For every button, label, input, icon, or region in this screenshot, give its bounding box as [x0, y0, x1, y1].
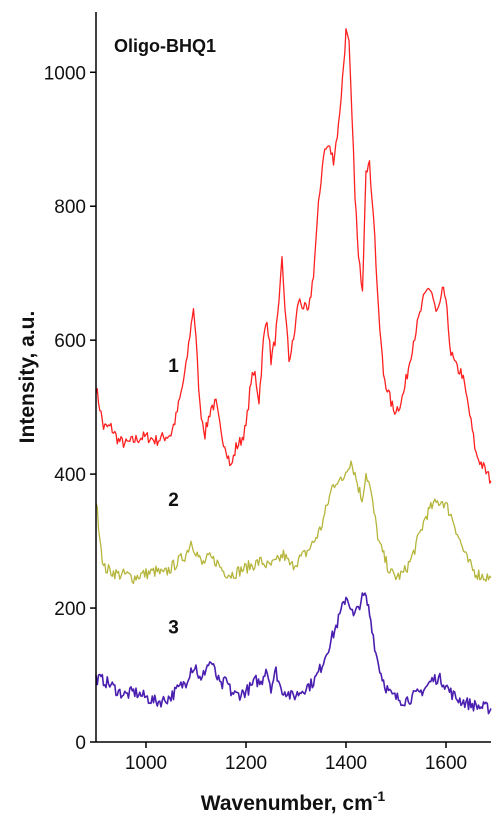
x-tick-label: 1600: [425, 753, 467, 774]
series-label-2: 2: [168, 490, 179, 511]
series-layer: [95, 28, 492, 715]
x-axis-title: Wavenumber, cm-1: [201, 788, 386, 815]
series-line-1: [95, 28, 492, 484]
x-axis-title-superscript: -1: [373, 788, 386, 804]
y-tick-label: 800: [54, 197, 86, 218]
series-line-3: [95, 592, 492, 715]
x-tick-label: 1400: [325, 753, 367, 774]
y-tick-label: 0: [75, 733, 86, 754]
y-axis-title: Intensity, a.u.: [16, 311, 39, 444]
chart-title: Oligo-BHQ1: [114, 36, 216, 56]
y-tick-label: 400: [54, 465, 86, 486]
y-tick-label: 600: [54, 331, 86, 352]
plot-area-background: [96, 12, 491, 742]
y-tick-label: 1000: [44, 63, 86, 84]
y-tick-label: 200: [54, 599, 86, 620]
series-label-1: 1: [168, 356, 179, 377]
series-label-layer: 1 2 3: [168, 356, 179, 638]
x-tick-label: 1200: [225, 753, 267, 774]
x-tick-label: 1000: [125, 753, 167, 774]
series-line-2: [95, 460, 492, 585]
tick-layer: 1000 1200 1400 1600 0 200 400 600 800 1000: [44, 63, 467, 774]
series-label-3: 3: [168, 617, 179, 638]
x-axis-title-text: Wavenumber, cm: [201, 792, 373, 815]
